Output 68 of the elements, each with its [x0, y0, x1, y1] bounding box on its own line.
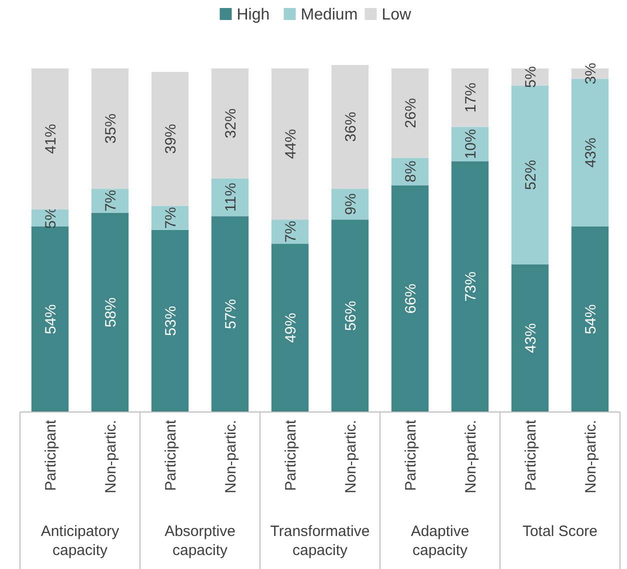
- x-tick-label: Non-partic.: [102, 420, 120, 494]
- x-tick-label: Non-partic.: [222, 420, 240, 494]
- data-label: 53%: [162, 306, 180, 336]
- data-label: 73%: [462, 272, 480, 302]
- data-label: 54%: [582, 304, 600, 334]
- data-label: 44%: [282, 129, 300, 160]
- data-label: 26%: [402, 98, 420, 128]
- data-label: 41%: [42, 124, 60, 154]
- x-tick-label: Non-partic.: [342, 420, 360, 494]
- text: Transformative capacity: [270, 523, 370, 559]
- data-label: 57%: [222, 299, 240, 330]
- x-tick-label: Participant: [522, 419, 540, 491]
- x-tick-label: Non-partic.: [462, 420, 480, 494]
- bar: [211, 216, 249, 412]
- data-label: 56%: [342, 300, 360, 331]
- text: Anticipatory capacity: [40, 523, 120, 559]
- data-label: 5%: [522, 66, 540, 88]
- bar: [271, 68, 309, 220]
- bar: [331, 188, 369, 220]
- bar: [391, 68, 429, 158]
- bar: [151, 230, 189, 412]
- data-label: 39%: [162, 124, 180, 154]
- data-label: 3%: [582, 62, 600, 84]
- bar: [451, 161, 489, 412]
- data-label: 52%: [522, 160, 540, 190]
- bar: [331, 65, 369, 189]
- bar: [391, 185, 429, 412]
- text: Adaptive capacity: [410, 523, 470, 559]
- legend-label: Low: [382, 6, 412, 24]
- text: Total Score: [522, 523, 598, 540]
- data-label: 7%: [162, 207, 180, 229]
- bar: [31, 226, 69, 412]
- legend-label: High: [236, 6, 270, 24]
- data-label: 36%: [342, 112, 360, 142]
- data-label: 35%: [102, 114, 120, 144]
- data-label: 8%: [402, 160, 420, 182]
- x-tick-label: Participant: [402, 419, 420, 491]
- data-label: 43%: [522, 323, 540, 354]
- x-tick-label: Participant: [282, 419, 300, 491]
- bar: [211, 178, 249, 216]
- x-tick-label: Participant: [42, 419, 60, 491]
- bar: [211, 68, 249, 178]
- bar: [511, 264, 549, 412]
- bar: [451, 68, 489, 127]
- bar: [91, 68, 129, 189]
- data-label: 54%: [42, 304, 60, 334]
- data-label: 10%: [462, 129, 480, 160]
- bar: [331, 220, 369, 412]
- data-label: 49%: [282, 312, 300, 343]
- bar: [91, 212, 129, 412]
- data-label: 7%: [282, 220, 300, 242]
- text: Absorptive capacity: [164, 523, 236, 559]
- bar: [571, 226, 609, 412]
- data-label: 7%: [102, 190, 120, 212]
- bar: [151, 72, 189, 206]
- data-label: 58%: [102, 297, 120, 328]
- legend-label: Medium: [300, 6, 358, 24]
- data-label: 43%: [582, 138, 600, 168]
- x-tick-label: Participant: [162, 419, 180, 491]
- data-label: 11%: [222, 182, 240, 212]
- data-label: 32%: [222, 108, 240, 138]
- bar: [511, 86, 549, 264]
- data-label: 9%: [342, 193, 360, 215]
- data-label: 17%: [462, 82, 480, 113]
- x-tick-label: Non-partic.: [582, 420, 600, 494]
- bar: [31, 68, 69, 210]
- data-label: 66%: [402, 284, 420, 314]
- bar: [271, 244, 309, 412]
